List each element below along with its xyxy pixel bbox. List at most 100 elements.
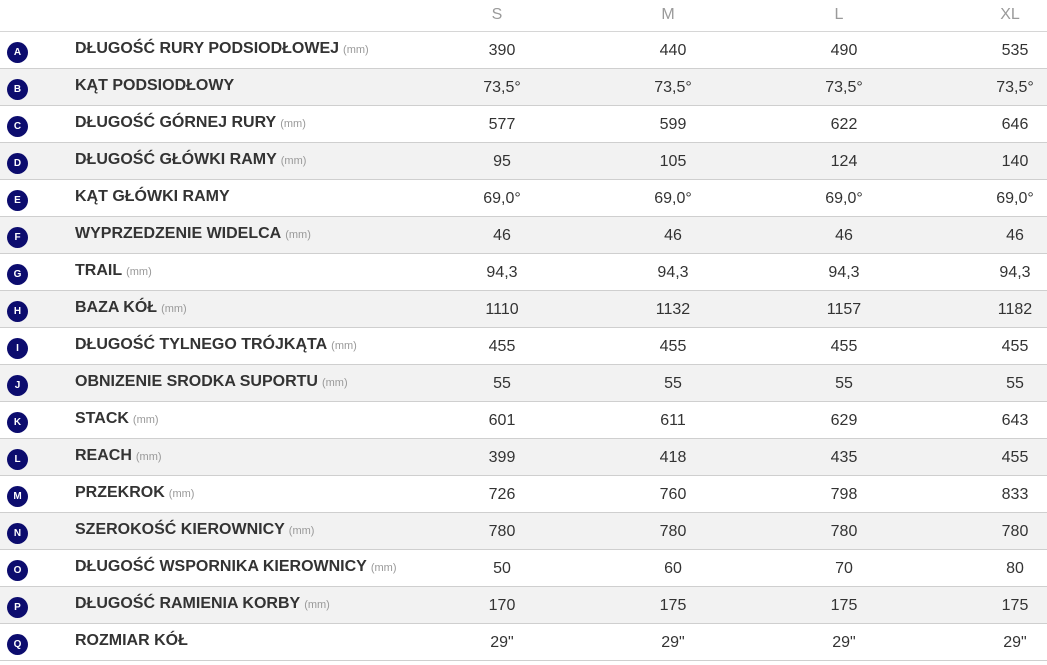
table-row: A DŁUGOŚĆ RURY PODSIODŁOWEJ (mm) 390 440 490 5…: [0, 32, 1047, 69]
row-letter-badge: A: [7, 42, 28, 63]
table-row: P DŁUGOŚĆ RAMIENIA KORBY (mm) 170 175 175 175: [0, 587, 1047, 624]
table-row: E KĄT GŁÓWKI RAMY 69,0° 69,0° 69,0° 69,0°: [0, 180, 1047, 217]
row-unit: (mm): [288, 525, 315, 537]
row-label-text: PRZEKROK: [75, 484, 165, 501]
row-unit: (mm): [285, 229, 311, 241]
value-cell-m: 46: [664, 227, 682, 244]
value-cell-s: 455: [488, 338, 516, 355]
value-cell-xl: 94,3: [999, 264, 1031, 281]
table-row: C DŁUGOŚĆ GÓRNEJ RURY (mm) 577 599 622 646: [0, 106, 1047, 143]
row-unit: (mm): [168, 488, 195, 500]
size-header-s: S: [491, 6, 503, 23]
row-unit: (mm): [304, 599, 330, 611]
table-row: I DŁUGOŚĆ TYLNEGO TRÓJKĄTA (mm) 455 455 455 45…: [0, 328, 1047, 365]
row-label-text: DŁUGOŚĆ GÓRNEJ RURY: [75, 114, 277, 131]
row-label: SZEROKOŚĆ KIEROWNICY (mm): [75, 521, 314, 539]
value-cell-l: 73,5°: [825, 79, 863, 96]
row-letter-badge: N: [7, 523, 28, 544]
row-label: PRZEKROK (mm): [75, 484, 194, 502]
table-row: J OBNIZENIE SRODKA SUPORTU (mm) 55 55 55 55: [0, 365, 1047, 402]
row-unit: (mm): [343, 44, 369, 56]
row-label-text: DŁUGOŚĆ WSPORNIKA KIEROWNICY: [75, 558, 367, 575]
value-cell-m: 440: [659, 42, 687, 59]
value-cell-m: 29": [661, 634, 685, 651]
row-label-text: DŁUGOŚĆ RURY PODSIODŁOWEJ: [75, 40, 340, 57]
table-row: N SZEROKOŚĆ KIEROWNICY (mm) 780 780 780 780: [0, 513, 1047, 550]
value-cell-m: 60: [664, 560, 682, 577]
row-label: WYPRZEDZENIE WIDELCA (mm): [75, 225, 311, 243]
row-letter-badge: M: [7, 486, 28, 507]
value-cell-xl: 455: [1001, 449, 1029, 466]
table-row: H BAZA KÓŁ (mm) 1110 1132 1157 1182: [0, 291, 1047, 328]
row-unit: (mm): [280, 155, 307, 167]
value-cell-s: 69,0°: [483, 190, 521, 207]
row-unit: (mm): [126, 266, 152, 278]
row-label-text: KĄT PODSIODŁOWY: [75, 77, 235, 94]
value-cell-s: 95: [493, 153, 511, 170]
size-header-l: L: [834, 6, 844, 23]
row-label-text: ROZMIAR KÓŁ: [75, 632, 188, 649]
value-cell-l: 124: [830, 153, 858, 170]
value-cell-s: 399: [488, 449, 516, 466]
value-cell-xl: 455: [1001, 338, 1029, 355]
value-cell-s: 73,5°: [483, 79, 521, 96]
row-letter-badge: D: [7, 153, 28, 174]
value-cell-s: 170: [488, 597, 516, 614]
value-cell-s: 577: [488, 116, 516, 133]
row-label: STACK (mm): [75, 410, 159, 428]
row-unit: (mm): [331, 340, 357, 352]
value-cell-s: 94,3: [486, 264, 518, 281]
value-cell-xl: 643: [1001, 412, 1029, 429]
value-cell-l: 70: [835, 560, 853, 577]
value-cell-l: 175: [830, 597, 858, 614]
value-cell-xl: 535: [1001, 42, 1029, 59]
row-label: DŁUGOŚĆ GÓRNEJ RURY (mm): [75, 114, 306, 132]
value-cell-m: 94,3: [657, 264, 689, 281]
value-cell-m: 105: [659, 153, 687, 170]
value-cell-s: 390: [488, 42, 516, 59]
row-letter-badge: O: [7, 560, 28, 581]
value-cell-l: 29": [832, 634, 856, 651]
row-label: OBNIZENIE SRODKA SUPORTU (mm): [75, 373, 348, 391]
value-cell-s: 601: [488, 412, 516, 429]
row-unit: (mm): [161, 303, 187, 315]
value-cell-s: 46: [493, 227, 511, 244]
value-cell-s: 780: [488, 523, 516, 540]
row-label-text: REACH: [75, 447, 132, 464]
row-unit: (mm): [135, 451, 162, 463]
value-cell-m: 599: [659, 116, 687, 133]
value-cell-xl: 46: [1006, 227, 1024, 244]
value-cell-l: 69,0°: [825, 190, 863, 207]
row-label: ROZMIAR KÓŁ: [75, 632, 188, 650]
value-cell-s: 50: [493, 560, 511, 577]
value-cell-l: 629: [830, 412, 858, 429]
table-row: O DŁUGOŚĆ WSPORNIKA KIEROWNICY (mm) 50 60 70 8…: [0, 550, 1047, 587]
value-cell-xl: 55: [1006, 375, 1024, 392]
row-label-text: STACK: [75, 410, 129, 427]
value-cell-l: 55: [835, 375, 853, 392]
size-header-xl: XL: [1000, 6, 1020, 23]
value-cell-m: 455: [659, 338, 687, 355]
row-unit: (mm): [370, 562, 397, 574]
row-label-text: KĄT GŁÓWKI RAMY: [75, 188, 230, 205]
row-label-text: SZEROKOŚĆ KIEROWNICY: [75, 521, 285, 538]
value-cell-xl: 69,0°: [996, 190, 1034, 207]
table-row: D DŁUGOŚĆ GŁÓWKI RAMY (mm) 95 105 124 140: [0, 143, 1047, 180]
row-label: DŁUGOŚĆ TYLNEGO TRÓJKĄTA (mm): [75, 336, 357, 354]
value-cell-xl: 175: [1001, 597, 1029, 614]
size-header-row: S M L XL: [0, 0, 1047, 32]
row-label: REACH (mm): [75, 447, 162, 465]
value-cell-m: 418: [659, 449, 687, 466]
row-letter-badge: G: [7, 264, 28, 285]
row-label: KĄT PODSIODŁOWY: [75, 77, 234, 95]
value-cell-l: 1157: [826, 301, 862, 318]
row-label-text: BAZA KÓŁ: [75, 299, 158, 316]
row-unit: (mm): [132, 414, 159, 426]
value-cell-s: 29": [490, 634, 514, 651]
row-label-text: TRAIL: [75, 262, 123, 279]
value-cell-l: 780: [830, 523, 858, 540]
table-row: F WYPRZEDZENIE WIDELCA (mm) 46 46 46 46: [0, 217, 1047, 254]
value-cell-l: 798: [830, 486, 858, 503]
value-cell-xl: 833: [1001, 486, 1029, 503]
value-cell-m: 780: [659, 523, 687, 540]
